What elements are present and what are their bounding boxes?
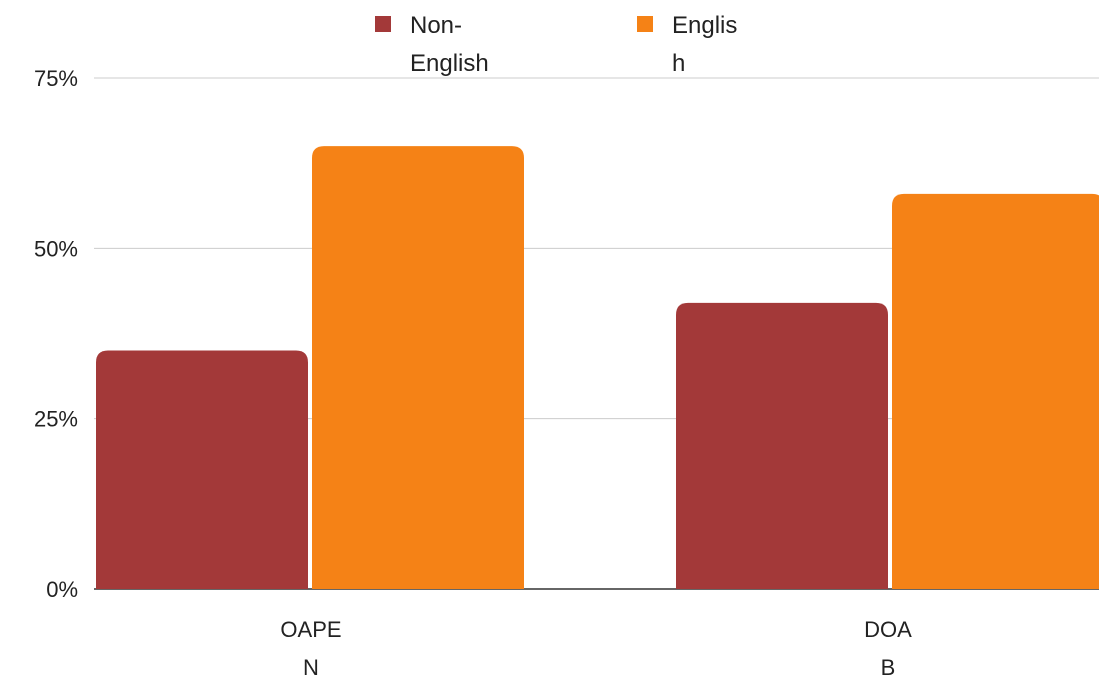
bar-english-oapen	[312, 146, 524, 589]
x-tick-label: OAPE	[280, 617, 341, 642]
legend-label: English	[410, 50, 489, 77]
x-tick-label: N	[303, 655, 319, 680]
y-tick-label: 50%	[34, 236, 78, 261]
legend-label: Englis	[672, 12, 737, 39]
y-tick-label: 75%	[34, 66, 78, 91]
y-axis-ticks: 0% 25% 50% 75%	[34, 66, 78, 602]
legend-swatch-non-english	[375, 16, 391, 32]
x-tick-label: DOA	[864, 617, 912, 642]
legend-label: Non-	[410, 12, 462, 39]
bar-non-english-oapen	[96, 350, 308, 589]
bar-english-doab	[892, 193, 1099, 589]
bars	[96, 146, 1099, 589]
legend-label: h	[672, 50, 685, 77]
x-tick-label: B	[881, 655, 896, 680]
legend-swatch-english	[637, 16, 653, 32]
bar-non-english-doab	[676, 302, 888, 589]
x-axis-labels: OAPE N DOA B	[280, 617, 912, 680]
y-tick-label: 0%	[46, 577, 78, 602]
y-tick-label: 25%	[34, 407, 78, 432]
